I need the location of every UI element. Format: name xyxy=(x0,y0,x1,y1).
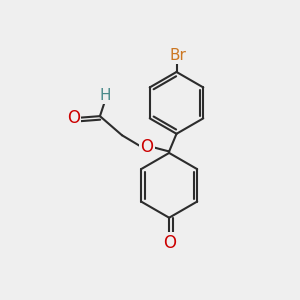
Text: O: O xyxy=(67,109,80,127)
Text: Br: Br xyxy=(169,48,186,63)
Text: H: H xyxy=(100,88,111,103)
Text: O: O xyxy=(141,138,154,156)
Text: O: O xyxy=(163,234,176,252)
